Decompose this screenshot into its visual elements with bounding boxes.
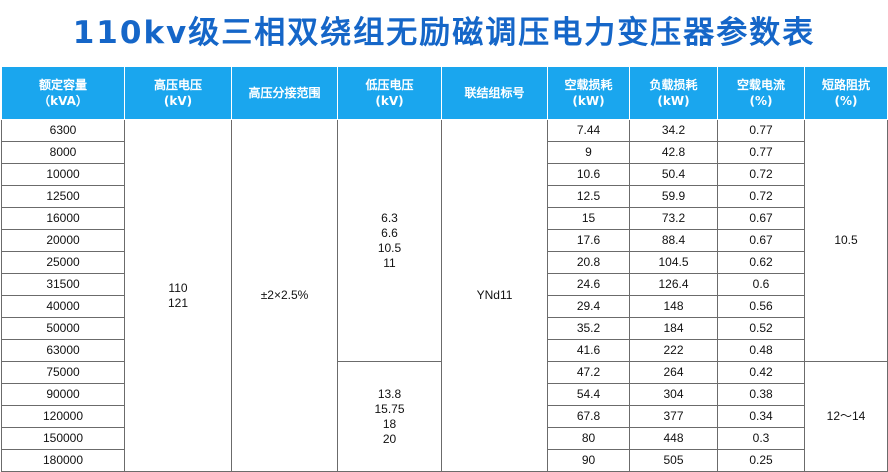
capacity-cell: 25000 (1, 251, 125, 274)
no-load-current-cell: 0.3 (717, 427, 805, 450)
no-load-current-cell: 0.72 (717, 185, 805, 208)
load-loss-cell: 104.5 (629, 251, 718, 274)
capacity-cell: 16000 (1, 207, 125, 230)
table-row: 31500 24.6 126.4 0.6 (1, 273, 888, 296)
load-loss-cell: 50.4 (629, 163, 718, 186)
header-load-loss: 负载损耗 (kW) (629, 66, 718, 120)
no-load-loss-cell: 12.5 (547, 185, 630, 208)
no-load-loss-cell: 90 (547, 449, 630, 472)
table-row: 25000 20.8 104.5 0.62 (1, 251, 888, 274)
table-row: 120000 67.8 377 0.34 (1, 405, 888, 428)
no-load-current-cell: 0.56 (717, 295, 805, 318)
capacity-cell: 20000 (1, 229, 125, 252)
table-row: 63000 41.6 222 0.48 (1, 339, 888, 362)
no-load-current-cell: 0.67 (717, 229, 805, 252)
header-tap-range: 高压分接范围 (231, 66, 338, 120)
lv-voltage-cell: 13.8 15.75 18 20 (337, 361, 442, 472)
no-load-current-cell: 0.62 (717, 251, 805, 274)
header-connection: 联结组标号 (441, 66, 548, 120)
header-lv-voltage: 低压电压 (kV) (337, 66, 442, 120)
load-loss-cell: 148 (629, 295, 718, 318)
capacity-cell: 50000 (1, 317, 125, 340)
no-load-current-cell: 0.52 (717, 317, 805, 340)
no-load-current-cell: 0.67 (717, 207, 805, 230)
no-load-loss-cell: 47.2 (547, 361, 630, 384)
capacity-cell: 12500 (1, 185, 125, 208)
load-loss-cell: 448 (629, 427, 718, 450)
no-load-current-cell: 0.48 (717, 339, 805, 362)
no-load-loss-cell: 20.8 (547, 251, 630, 274)
capacity-cell: 6300 (1, 119, 125, 142)
page-title: 110kv级三相双绕组无励磁调压电力变压器参数表 (72, 15, 816, 51)
capacity-cell: 150000 (1, 427, 125, 450)
no-load-loss-cell: 41.6 (547, 339, 630, 362)
hv-voltage-cell: 110 121 (124, 119, 232, 472)
impedance-cell: 12～14 (804, 361, 888, 472)
table-row: 50000 35.2 184 0.52 (1, 317, 888, 340)
no-load-loss-cell: 35.2 (547, 317, 630, 340)
impedance-cell: 10.5 (804, 119, 888, 362)
load-loss-cell: 304 (629, 383, 718, 406)
table-row: 75000 13.8 15.75 18 20 47.2 264 0.42 12～… (1, 361, 888, 472)
table-row: 150000 80 448 0.3 (1, 427, 888, 450)
load-loss-cell: 264 (629, 361, 718, 384)
header-no-load-loss: 空载损耗 (kW) (547, 66, 630, 120)
header-impedance: 短路阻抗 (%) (804, 66, 888, 120)
capacity-cell: 31500 (1, 273, 125, 296)
load-loss-cell: 505 (629, 449, 718, 472)
no-load-current-cell: 0.42 (717, 361, 805, 384)
no-load-current-cell: 0.77 (717, 119, 805, 142)
load-loss-cell: 59.9 (629, 185, 718, 208)
table-row: 12500 12.5 59.9 0.72 (1, 185, 888, 208)
no-load-loss-cell: 9 (547, 141, 630, 164)
no-load-loss-cell: 17.6 (547, 229, 630, 252)
load-loss-cell: 34.2 (629, 119, 718, 142)
capacity-cell: 120000 (1, 405, 125, 428)
capacity-cell: 63000 (1, 339, 125, 362)
capacity-cell: 180000 (1, 449, 125, 472)
table-row: 6300 110 121 ±2×2.5% 6.3 6.6 10.5 11 YNd… (1, 119, 888, 472)
no-load-loss-cell: 15 (547, 207, 630, 230)
load-loss-cell: 184 (629, 317, 718, 340)
connection-cell: YNd11 (441, 119, 548, 472)
no-load-current-cell: 0.34 (717, 405, 805, 428)
no-load-current-cell: 0.25 (717, 449, 805, 472)
load-loss-cell: 377 (629, 405, 718, 428)
header-row: 额定容量 （kVA） 高压电压 (kV) 高压分接范围 低压电压 (kV) 联结… (1, 66, 888, 120)
header-no-load-current: 空载电流 (%) (717, 66, 805, 120)
no-load-loss-cell: 67.8 (547, 405, 630, 428)
load-loss-cell: 88.4 (629, 229, 718, 252)
parameter-table: 额定容量 （kVA） 高压电压 (kV) 高压分接范围 低压电压 (kV) 联结… (1, 66, 888, 472)
table-row: 40000 29.4 148 0.56 (1, 295, 888, 318)
no-load-current-cell: 0.38 (717, 383, 805, 406)
capacity-cell: 8000 (1, 141, 125, 164)
capacity-cell: 10000 (1, 163, 125, 186)
no-load-loss-cell: 24.6 (547, 273, 630, 296)
no-load-current-cell: 0.6 (717, 273, 805, 296)
no-load-current-cell: 0.72 (717, 163, 805, 186)
capacity-cell: 40000 (1, 295, 125, 318)
header-capacity: 额定容量 （kVA） (1, 66, 125, 120)
no-load-loss-cell: 10.6 (547, 163, 630, 186)
lv-voltage-cell: 6.3 6.6 10.5 11 (337, 119, 442, 362)
load-loss-cell: 42.8 (629, 141, 718, 164)
capacity-cell: 75000 (1, 361, 125, 384)
load-loss-cell: 126.4 (629, 273, 718, 296)
capacity-cell: 90000 (1, 383, 125, 406)
load-loss-cell: 222 (629, 339, 718, 362)
no-load-current-cell: 0.77 (717, 141, 805, 164)
no-load-loss-cell: 80 (547, 427, 630, 450)
no-load-loss-cell: 7.44 (547, 119, 630, 142)
no-load-loss-cell: 54.4 (547, 383, 630, 406)
load-loss-cell: 73.2 (629, 207, 718, 230)
tap-range-cell: ±2×2.5% (231, 119, 338, 472)
header-hv-voltage: 高压电压 (kV) (124, 66, 232, 120)
table-row: 90000 54.4 304 0.38 (1, 383, 888, 406)
no-load-loss-cell: 29.4 (547, 295, 630, 318)
